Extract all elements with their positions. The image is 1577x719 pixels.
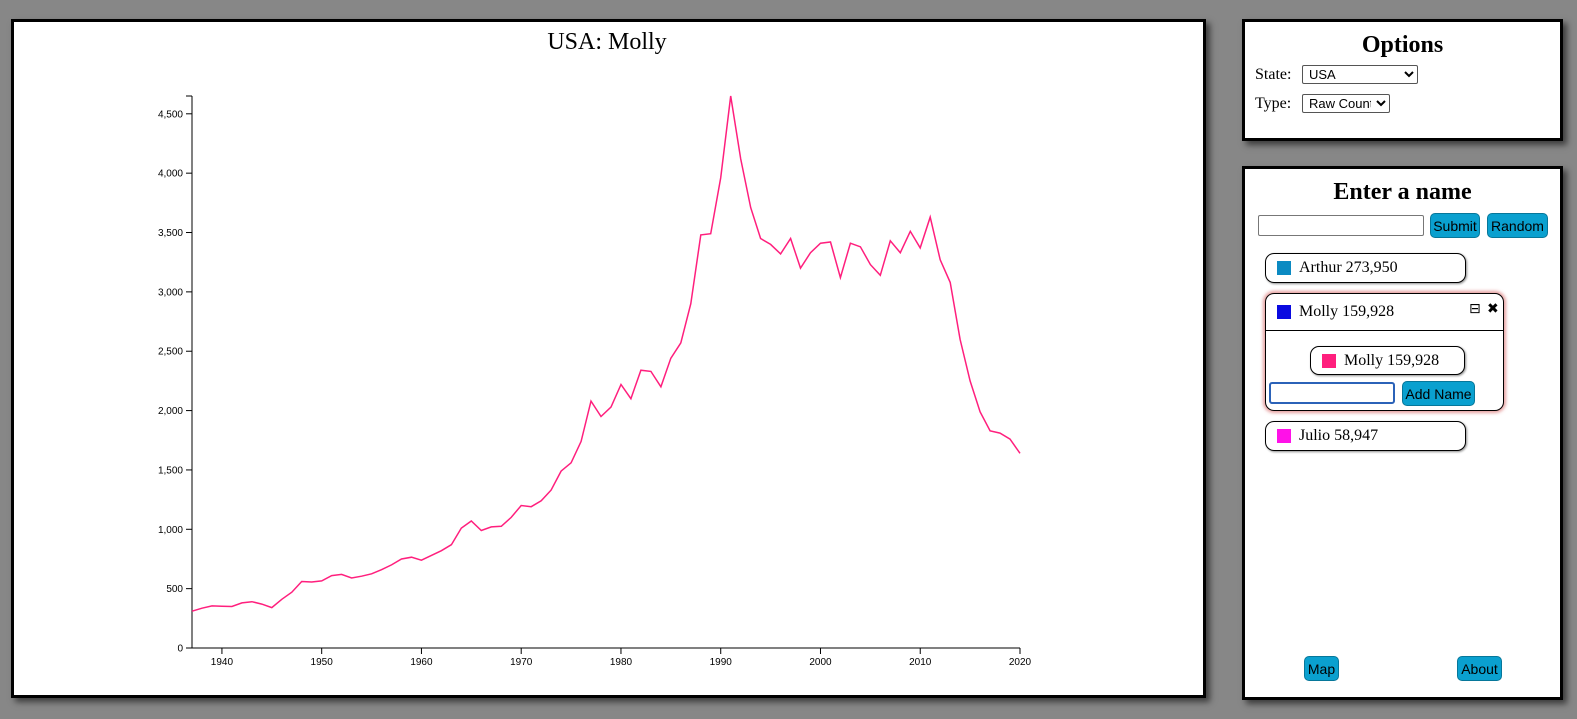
y-tick-label: 3,000 — [158, 287, 183, 298]
name-label: Arthur 273,950 — [1299, 259, 1398, 276]
sub-name-item-molly[interactable]: Molly 159,928 — [1310, 346, 1465, 375]
names-title: Enter a name — [1333, 179, 1472, 205]
x-tick-label: 1940 — [211, 657, 234, 668]
type-select[interactable]: Raw Count — [1302, 94, 1390, 113]
group-divider — [1266, 330, 1503, 331]
group-header[interactable]: Molly 159,928 — [1266, 294, 1503, 330]
name-group-molly: Molly 159,928 ⊟ ✖ Molly 159,928 Add Name — [1265, 293, 1504, 411]
color-swatch — [1277, 305, 1291, 319]
x-tick-label: 2000 — [809, 657, 832, 668]
state-label: State: — [1255, 65, 1292, 83]
add-name-input[interactable] — [1269, 382, 1395, 404]
add-name-button[interactable]: Add Name — [1402, 381, 1475, 406]
name-label: Molly 159,928 — [1299, 303, 1395, 320]
name-item-arthur[interactable]: Arthur 273,950 — [1265, 253, 1466, 283]
names-panel: Enter a name Submit Random Arthur 273,95… — [1242, 166, 1563, 700]
submit-button[interactable]: Submit — [1430, 213, 1480, 238]
state-select[interactable]: USA — [1302, 65, 1418, 84]
y-tick-label: 500 — [166, 584, 183, 595]
x-tick-label: 2010 — [909, 657, 932, 668]
options-panel: Options State: USA Type: Raw Count — [1242, 19, 1563, 141]
name-item-julio[interactable]: Julio 58,947 — [1265, 421, 1466, 451]
y-tick-label: 1,000 — [158, 525, 183, 536]
chart-panel: USA: Molly 0 500 1,000 1,500 2,000 2,500 3,000… — [11, 19, 1206, 698]
map-button[interactable]: Map — [1304, 656, 1339, 681]
y-tick-label: 0 — [177, 644, 183, 655]
x-tick-label: 1990 — [710, 657, 733, 668]
about-button[interactable]: About — [1457, 656, 1502, 681]
name-label: Molly 159,928 — [1344, 351, 1440, 369]
random-button[interactable]: Random — [1487, 213, 1548, 238]
y-tick-label: 4,000 — [158, 169, 183, 180]
x-tick-label: 1970 — [510, 657, 533, 668]
y-tick-label: 3,500 — [158, 228, 183, 239]
color-swatch — [1277, 429, 1291, 443]
collapse-icon[interactable]: ⊟ — [1469, 301, 1481, 317]
series-line-molly — [191, 95, 1021, 612]
type-row: Type: Raw Count — [1255, 94, 1390, 113]
y-tick-label: 2,000 — [158, 406, 183, 417]
name-input[interactable] — [1258, 215, 1424, 236]
chart-title: USA: Molly — [547, 29, 666, 55]
chart-svg: USA: Molly 0 500 1,000 1,500 2,000 2,500 3,000… — [158, 29, 1032, 668]
state-row: State: USA — [1255, 65, 1418, 84]
x-tick-label: 1960 — [410, 657, 433, 668]
x-tick-label: 1950 — [311, 657, 334, 668]
type-label: Type: — [1255, 94, 1292, 112]
name-label: Julio 58,947 — [1299, 427, 1379, 444]
close-icon[interactable]: ✖ — [1487, 301, 1499, 317]
options-title: Options — [1361, 32, 1444, 58]
x-tick-label: 2020 — [1009, 657, 1032, 668]
y-tick-label: 1,500 — [158, 465, 183, 476]
color-swatch — [1277, 261, 1291, 275]
y-tick-label: 4,500 — [158, 109, 183, 120]
x-tick-label: 1980 — [610, 657, 633, 668]
color-swatch — [1322, 353, 1336, 368]
y-tick-label: 2,500 — [158, 347, 183, 358]
